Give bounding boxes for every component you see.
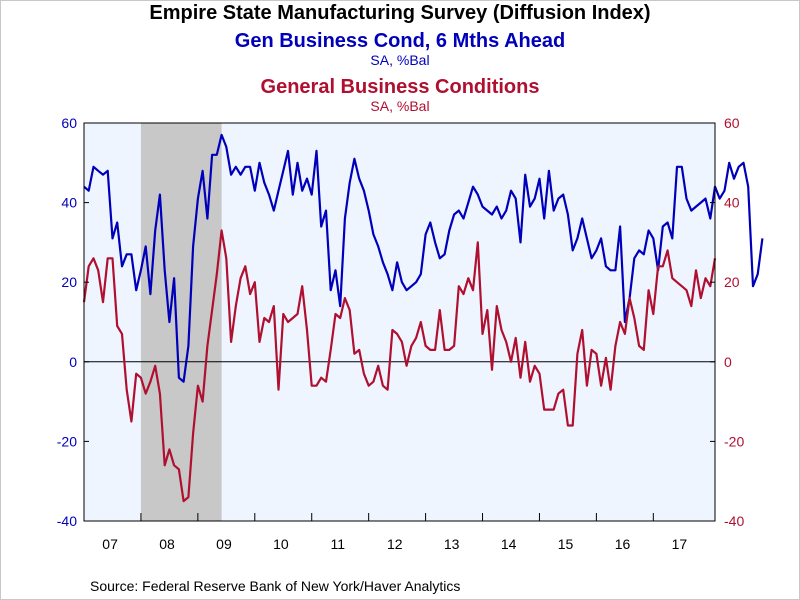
x-tick-label: 13 [444,536,460,552]
series-1-units: SA, %Bal [370,52,430,68]
x-tick-label: 10 [273,536,289,552]
series-2-units: SA, %Bal [370,98,430,114]
left-tick-label: -40 [57,513,77,529]
source-note: Source: Federal Reserve Bank of New York… [90,578,461,594]
series-1-name: Gen Business Cond, 6 Mths Ahead [234,30,566,52]
right-tick-label: -40 [724,513,744,529]
left-tick-label: 20 [61,274,77,290]
x-tick-label: 17 [672,536,688,552]
series-2-name: General Business Conditions [260,76,540,98]
series-line-1 [83,133,764,383]
right-tick-label: -20 [724,433,744,449]
left-tick-label: 60 [61,115,77,131]
right-tick-label: 60 [724,115,740,131]
x-tick-label: 09 [216,536,232,552]
x-tick-label: 14 [501,536,517,552]
plot-border [83,122,716,522]
right-tick-label: 40 [724,195,740,211]
x-tick-label: 12 [387,536,403,552]
series-line-2 [82,229,717,503]
chart-title: Empire State Manufacturing Survey (Diffu… [149,2,651,24]
left-tick-label: 40 [61,195,77,211]
x-tick-label: 08 [159,536,175,552]
x-tick-label: 11 [331,536,346,552]
recession-shading [140,123,222,521]
right-tick-label: 0 [724,354,732,370]
left-tick-label: 0 [69,354,77,370]
x-tick-label: 15 [558,536,574,552]
x-tick-label: 16 [615,536,631,552]
right-tick-label: 20 [724,274,740,290]
left-tick-label: -20 [57,433,77,449]
x-tick-label: 07 [102,536,118,552]
